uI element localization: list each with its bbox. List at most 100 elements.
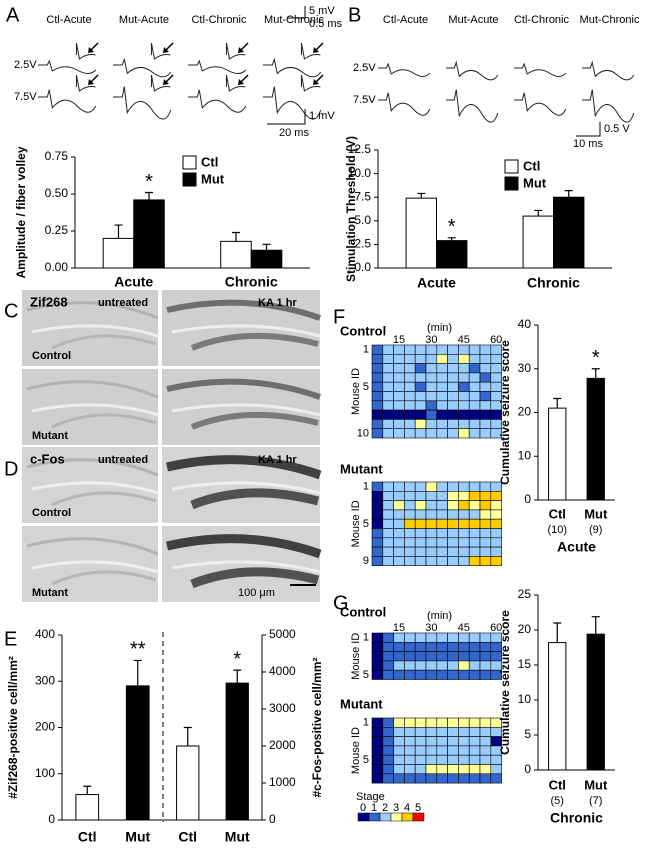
heatmap-cell	[436, 391, 448, 402]
cell-layer	[26, 380, 159, 399]
heatmap-cell	[436, 490, 448, 501]
heatmap-cell	[458, 363, 470, 374]
heatmap-cell	[479, 651, 492, 662]
y-tick-label: 300	[35, 673, 55, 687]
y-tick-label: 25	[518, 587, 532, 601]
trace-header: Ctl-Acute	[383, 14, 428, 26]
heatmap-cell	[479, 509, 492, 520]
heatmap-cell	[458, 528, 470, 539]
heatmap-cell	[436, 509, 448, 520]
heatmap-cell	[393, 660, 405, 671]
trace	[38, 59, 97, 74]
heatmap-cell	[479, 481, 492, 492]
heatmap-cell	[458, 660, 470, 671]
heatmap-cell	[371, 409, 384, 420]
error-bar	[591, 616, 600, 635]
heatmap-cell	[436, 372, 448, 383]
legend-title: Stage	[356, 791, 385, 803]
legend-swatch	[401, 812, 414, 822]
heatmap-title: Mutant	[340, 696, 383, 711]
heatmap-cell	[414, 500, 427, 511]
y-tick-label: 12.5	[348, 142, 372, 156]
heatmap-cell	[404, 353, 416, 364]
marker-label: Zif268	[30, 294, 68, 309]
heatmap-cell	[458, 500, 470, 511]
heatmap-cell	[371, 651, 384, 662]
heatmap-cell	[436, 400, 448, 411]
cell-layer	[51, 491, 157, 507]
heatmap-cell	[414, 400, 427, 411]
legend-label: 4	[404, 802, 410, 814]
x-tick-label: Chronic	[225, 274, 278, 290]
heatmap-cell	[404, 381, 416, 392]
heatmap-cell	[479, 518, 492, 529]
y-tick-label: 0	[524, 492, 531, 506]
heatmap-cell	[393, 736, 405, 747]
heatmap-cell	[393, 509, 405, 520]
heatmap-cell	[425, 754, 438, 765]
heatmap-cell	[425, 641, 438, 652]
heatmap-cell	[404, 419, 416, 429]
heatmap-cell	[490, 764, 502, 775]
y-tick-label: 10	[518, 692, 532, 706]
heatmap-cell	[371, 381, 384, 392]
x-tick-label: Ctl	[549, 777, 566, 792]
heatmap-cell	[479, 363, 492, 374]
heatmap-cell	[458, 381, 470, 392]
bar	[75, 794, 100, 821]
heatmap-cell	[468, 363, 481, 374]
legend-swatch	[379, 812, 392, 822]
x-tick-label: 15	[393, 334, 405, 346]
heatmap-cell	[458, 717, 470, 728]
heatmap-cell	[436, 764, 448, 775]
trace-header: Mut-Chronic	[580, 14, 640, 26]
x-tick-label: Acute	[114, 274, 153, 290]
heatmap-cell	[479, 717, 492, 728]
heatmap-cell	[447, 500, 459, 511]
heatmap-cell	[425, 428, 438, 439]
heatmap-cell	[393, 641, 405, 652]
heatmap-cell	[447, 546, 459, 557]
heatmap-title: Mutant	[340, 461, 383, 476]
significance: *	[145, 171, 153, 193]
heatmap-cell	[436, 428, 448, 439]
y-tick-label: 1	[363, 717, 369, 729]
heatmap-cell	[468, 381, 481, 392]
heatmap-cell	[404, 717, 416, 728]
heatmap-cell	[414, 726, 427, 737]
heatmap-cell	[382, 400, 394, 411]
trace-header: Ctl-Chronic	[514, 14, 570, 26]
heatmap-cell	[382, 500, 394, 511]
heatmap-cell	[371, 372, 384, 383]
heatmap-cell	[404, 481, 416, 492]
condition-label: KA 1 hr	[258, 454, 297, 466]
heatmap-cell	[468, 537, 481, 548]
y-tick-label: 5	[363, 381, 369, 393]
heatmap-cell	[404, 518, 416, 529]
fissure	[171, 481, 321, 495]
heatmap-cell	[468, 353, 481, 364]
heatmap-cell	[479, 764, 492, 775]
trace	[582, 60, 635, 81]
heatmap-cell	[404, 528, 416, 539]
heatmap-cell	[371, 481, 384, 492]
heatmap-cell	[490, 528, 502, 539]
heatmap-cell	[382, 490, 394, 501]
bar	[220, 240, 252, 269]
error-bar	[262, 243, 271, 251]
heatmap-cell	[468, 409, 481, 420]
heatmap-cell	[404, 641, 416, 652]
heatmap-cell	[425, 518, 438, 529]
legend-label: Mut	[201, 171, 225, 186]
heatmap-cell	[436, 518, 448, 529]
heatmap-cell	[490, 537, 502, 548]
heatmap-cell	[479, 381, 492, 392]
panel-letter: F	[333, 306, 345, 328]
x-tick-label: 30	[425, 334, 437, 346]
heatmap-cell	[479, 556, 492, 567]
heatmap-cell	[490, 546, 502, 557]
heatmap-cell	[371, 509, 384, 520]
trace	[378, 92, 431, 116]
y-tick-label: 5	[363, 754, 369, 766]
fissure	[31, 481, 159, 495]
